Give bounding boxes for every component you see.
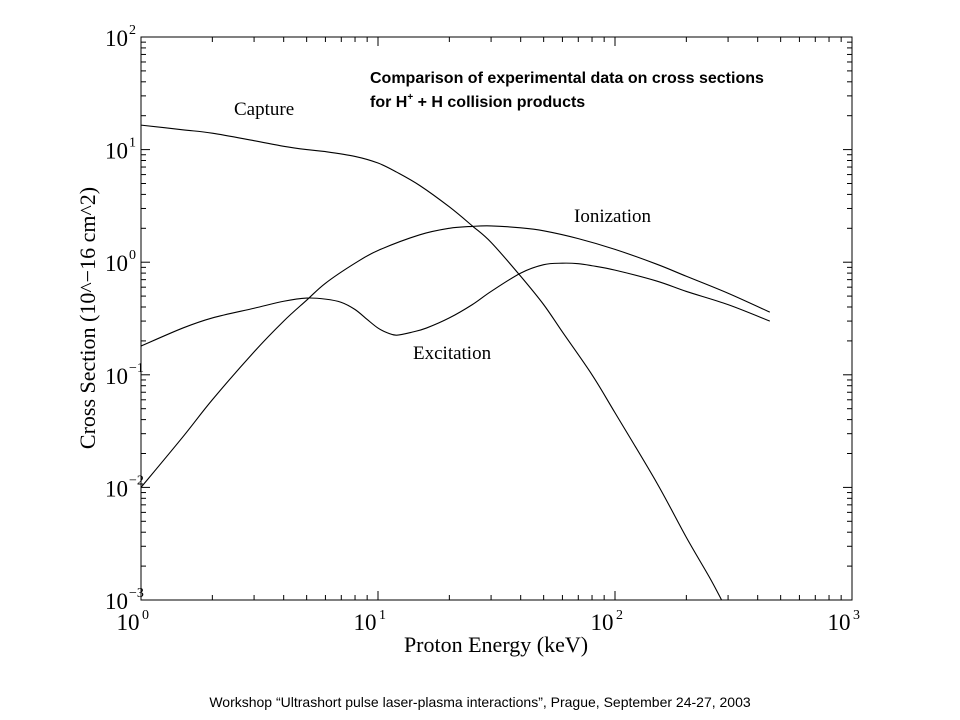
y-tick-exponent: −2 [129, 473, 144, 488]
title-h: for H [370, 94, 407, 111]
y-tick-label: 10 [105, 589, 128, 614]
footer-text: Workshop “Ultrashort pulse laser-plasma … [209, 694, 751, 710]
y-tick-exponent: 1 [129, 136, 136, 151]
x-axis-label: Proton Energy (keV) [404, 632, 588, 657]
excitation-curve [140, 262, 771, 347]
x-tick-exponent: 1 [379, 608, 386, 623]
x-tick-label: 10 [828, 610, 851, 635]
x-tick-label: 10 [591, 610, 614, 635]
ionization-curve [140, 225, 771, 488]
y-minor-ticks [141, 41, 852, 567]
y-tick-exponent: −3 [129, 586, 144, 601]
y-tick-exponent: 2 [129, 23, 136, 38]
y-tick-label: 10 [105, 251, 128, 276]
x-tick-exponent: 3 [853, 608, 860, 623]
ionization-label: Ionization [574, 206, 652, 227]
capture-label: Capture [234, 99, 294, 120]
y-tick-label: 10 [105, 476, 128, 501]
series-group [140, 124, 771, 601]
y-tick-exponent: −1 [129, 361, 144, 376]
y-tick-exponent: 0 [129, 248, 136, 263]
title-superscript: + [407, 92, 413, 103]
y-tick-label: 10 [105, 364, 128, 389]
x-tick-exponent: 2 [616, 608, 623, 623]
chart-title-line1: Comparison of experimental data on cross… [370, 70, 764, 87]
capture-curve [140, 124, 723, 601]
plot-area-frame [140, 36, 853, 601]
chart-title-line2: for H+ + H collision products [370, 92, 585, 111]
x-tick-label: 10 [117, 610, 140, 635]
y-axis-label: Cross Section (10^−16 cm^2) [75, 187, 100, 449]
x-tick-exponent: 0 [142, 608, 149, 623]
title-rest: + H collision products [413, 94, 585, 111]
x-minor-ticks [211, 37, 842, 600]
x-tick-label: 10 [354, 610, 377, 635]
excitation-label: Excitation [413, 343, 492, 364]
y-tick-label: 10 [105, 26, 128, 51]
x-axis-ticks: 10 0 10 1 10 2 10 3 [117, 37, 860, 635]
y-tick-label: 10 [105, 139, 128, 164]
